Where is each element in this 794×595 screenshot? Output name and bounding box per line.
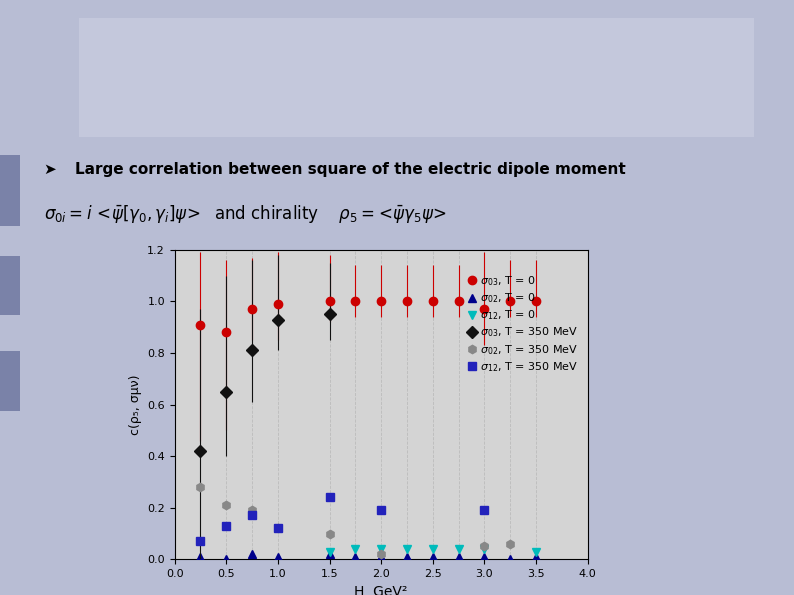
X-axis label: H, GeV²: H, GeV² <box>354 584 408 595</box>
Text: Chiral Magnetic Effect on the lattice,: Chiral Magnetic Effect on the lattice, <box>181 52 645 73</box>
Text: ➤: ➤ <box>44 162 56 177</box>
Text: RESULTS and QUESTIONS: RESULTS and QUESTIONS <box>246 93 580 115</box>
Text: $\sigma_{0i} = i\,<\!\bar{\psi}[\gamma_0,\gamma_i]\psi\!>$  and chirality    $\r: $\sigma_{0i} = i\,<\!\bar{\psi}[\gamma_0… <box>44 203 447 225</box>
Text: Large correlation between square of the electric dipole moment: Large correlation between square of the … <box>75 162 626 177</box>
Legend: $\sigma_{03}$, T = 0, $\sigma_{02}$, T = 0, $\sigma_{12}$, T = 0, $\sigma_{03}$,: $\sigma_{03}$, T = 0, $\sigma_{02}$, T =… <box>464 271 582 377</box>
Y-axis label: c(ρ₅, σμν): c(ρ₅, σμν) <box>129 374 141 435</box>
